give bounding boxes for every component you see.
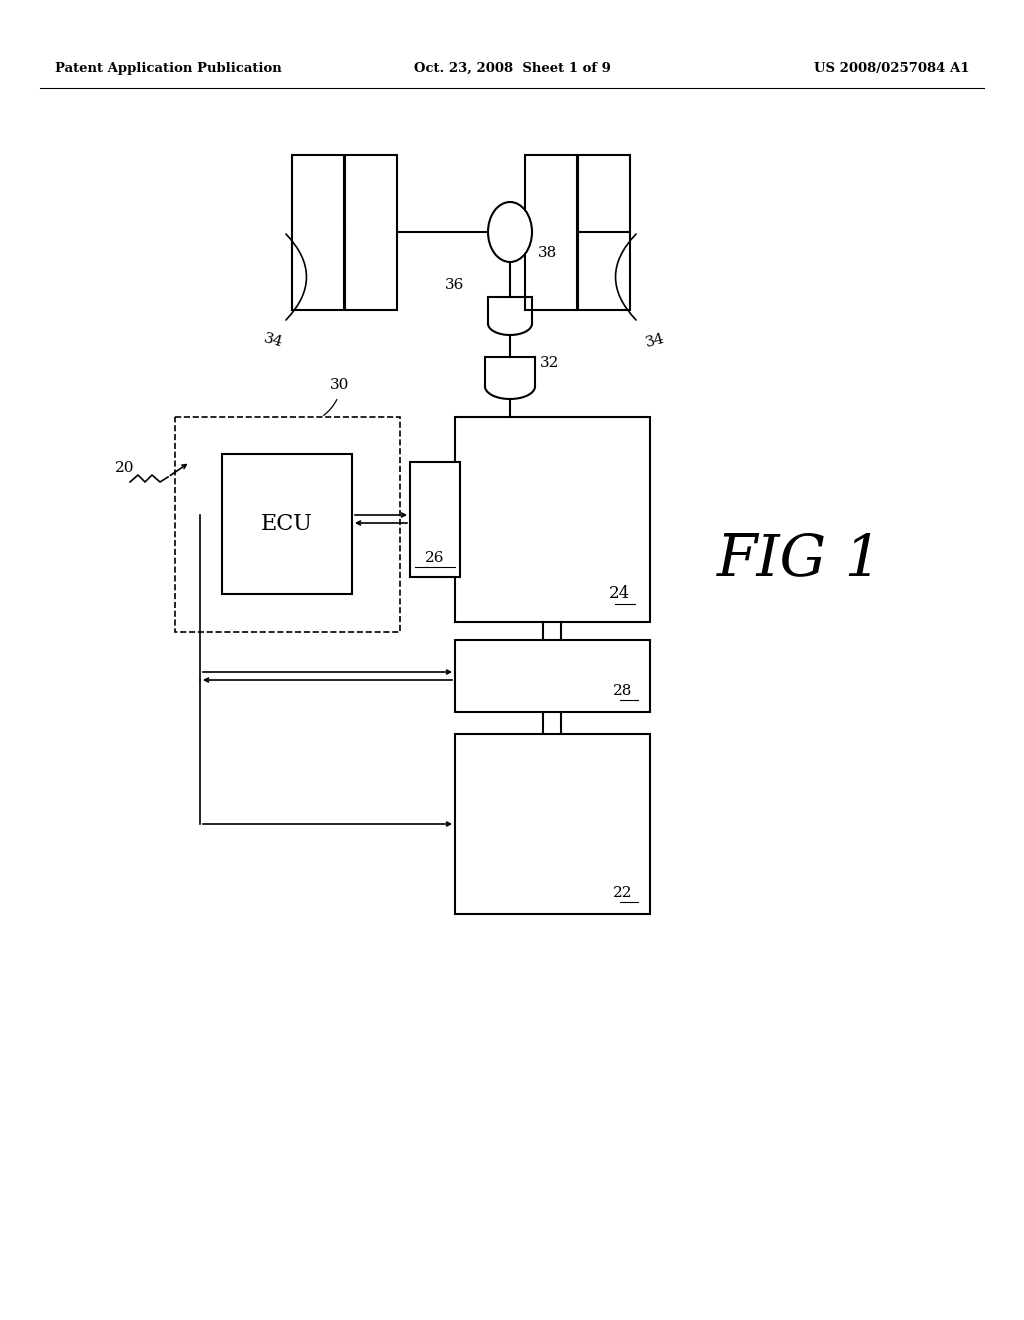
Text: 38: 38: [538, 246, 557, 260]
Bar: [292, 154, 344, 310]
Bar: [410, 462, 460, 577]
Text: Oct. 23, 2008  Sheet 1 of 9: Oct. 23, 2008 Sheet 1 of 9: [414, 62, 610, 75]
Text: ECU: ECU: [261, 513, 313, 535]
Text: FIG 1: FIG 1: [717, 531, 883, 587]
Text: 32: 32: [540, 356, 559, 370]
Text: US 2008/0257084 A1: US 2008/0257084 A1: [814, 62, 970, 75]
Bar: [578, 154, 630, 310]
Text: 22: 22: [612, 886, 632, 900]
Text: 34: 34: [262, 331, 285, 350]
Bar: [455, 640, 650, 711]
Bar: [455, 417, 650, 622]
Bar: [455, 734, 650, 913]
Bar: [175, 417, 400, 632]
Text: 28: 28: [612, 684, 632, 698]
Text: 26: 26: [425, 550, 444, 565]
Ellipse shape: [488, 202, 532, 261]
Bar: [222, 454, 352, 594]
Text: 34: 34: [644, 331, 667, 350]
Bar: [525, 154, 577, 310]
Text: 24: 24: [608, 585, 630, 602]
Text: 30: 30: [330, 378, 349, 392]
Text: 20: 20: [115, 461, 134, 475]
Bar: [345, 154, 397, 310]
Text: 36: 36: [445, 279, 464, 292]
Text: Patent Application Publication: Patent Application Publication: [55, 62, 282, 75]
